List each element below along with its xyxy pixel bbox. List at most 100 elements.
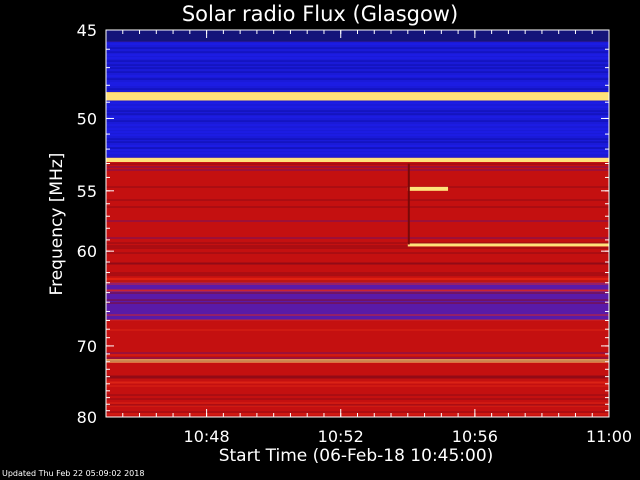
texture-stripe [106,292,609,294]
y-tick-label: 60 [77,242,97,261]
emission-line [407,243,609,247]
texture-stripe [106,102,609,104]
emission-burst [407,186,449,191]
texture-stripe [106,252,609,254]
texture-stripe [106,394,609,396]
frequency-band [106,277,609,283]
texture-stripe [106,120,609,122]
texture-stripe [106,163,609,165]
texture-stripe [106,274,609,276]
texture-stripe [106,262,609,264]
texture-stripe [106,375,609,377]
texture-stripe [106,141,609,143]
texture-stripe [106,138,609,140]
texture-stripe [106,247,609,249]
texture-stripe [106,186,609,188]
x-tick-label: 10:52 [318,427,364,446]
texture-stripe [106,398,609,400]
texture-stripe [106,75,609,77]
texture-stripe [106,152,609,154]
texture-stripe [106,128,609,130]
texture-stripe [106,302,609,304]
frequency-band [106,162,609,278]
texture-stripe [106,134,609,136]
texture-stripe [106,116,609,118]
texture-stripe [106,110,609,112]
y-tick-label: 50 [77,109,97,128]
texture-stripe [106,382,609,384]
texture-stripe [106,145,609,147]
updated-timestamp: Updated Thu Feb 22 05:09:02 2018 [2,469,145,478]
texture-stripe [106,242,609,244]
y-tick-label: 70 [77,337,97,356]
texture-stripe [106,84,609,86]
texture-stripe [106,237,609,239]
frequency-band [106,92,609,101]
y-tick-label: 80 [77,408,97,427]
frequency-band [106,157,609,163]
texture-stripe [106,376,609,378]
texture-stripe [106,64,609,66]
texture-stripe [106,402,609,404]
texture-stripe [106,113,609,115]
y-tick-label: 45 [77,21,97,40]
texture-stripe [106,60,609,62]
texture-stripe [106,329,609,331]
texture-stripe [106,352,609,354]
texture-stripe [106,283,609,285]
texture-stripe [106,377,609,379]
texture-stripe [106,199,609,201]
texture-stripe [106,314,609,316]
texture-stripe [106,220,609,222]
texture-stripe [106,124,609,126]
texture-stripe [106,131,609,133]
frequency-band [106,30,609,42]
texture-stripe [106,206,609,208]
texture-stripe [106,147,609,149]
texture-stripe [106,149,609,151]
x-tick-label: 10:48 [184,427,230,446]
texture-stripe [106,404,609,406]
texture-stripe [106,289,609,291]
texture-stripe [106,299,609,301]
discontinuity-line [407,163,410,245]
texture-stripe [106,57,609,59]
frequency-band [106,41,609,93]
plot-axes: 45 50 55 60 70 80 10:48 10:52 10:56 11:00 [77,21,632,446]
texture-stripe [106,263,609,265]
texture-stripe [106,78,609,80]
texture-stripe [106,405,609,407]
texture-stripe [106,169,609,171]
texture-stripe [106,411,609,413]
texture-stripe [106,47,609,49]
x-axis-label: Start Time (06-Feb-18 10:45:00) [219,446,494,466]
texture-stripe [106,272,609,274]
texture-stripe [106,51,609,53]
frequency-band [106,320,609,360]
texture-stripe [106,88,609,90]
texture-stripe [106,54,609,56]
texture-stripe [106,280,609,282]
chart-title: Solar radio Flux (Glasgow) [181,2,459,26]
texture-stripe [106,354,609,356]
spectrogram-plot [106,30,609,417]
texture-stripe [106,71,609,73]
x-tick-label: 11:00 [586,427,632,446]
texture-stripe [106,67,609,69]
texture-stripe [106,106,609,108]
texture-stripe [106,357,609,359]
texture-stripe [106,290,609,292]
texture-stripe [106,360,609,362]
texture-stripe [106,82,609,84]
texture-stripe [106,43,609,45]
frequency-band [106,362,609,417]
texture-stripe [106,166,609,168]
texture-stripe [106,381,609,383]
x-tick-label: 10:56 [452,427,498,446]
texture-stripe [106,319,609,321]
texture-stripe [106,385,609,387]
y-tick-label: 55 [77,182,97,201]
texture-stripe [106,245,609,247]
y-axis-label: Frequency [MHz] [47,153,67,296]
